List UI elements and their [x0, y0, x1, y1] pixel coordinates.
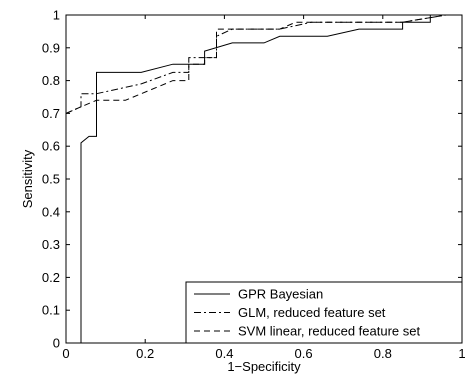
y-tick-label: 0 [53, 336, 60, 351]
legend-label: SVM linear, reduced feature set [238, 324, 420, 339]
legend: GPR Bayesian GLM, reduced feature set SVM … [185, 281, 463, 344]
legend-label: GLM, reduced feature set [238, 305, 386, 320]
y-tick-label: 0.2 [42, 270, 60, 285]
y-tick-label: 0.4 [42, 204, 60, 219]
series-layer [65, 14, 447, 343]
x-tick-label: 0 [62, 346, 69, 361]
y-tick-label: 0.3 [42, 237, 60, 252]
x-tick-label: 0.2 [136, 346, 154, 361]
y-tick-label: 0.8 [42, 73, 60, 88]
y-tick-label: 0.5 [42, 172, 60, 187]
x-tick-label: 0.4 [215, 346, 233, 361]
x-tick-label: 1 [458, 346, 465, 361]
y-tick-label: 0.9 [42, 40, 60, 55]
y-tick-label: 0.1 [42, 303, 60, 318]
x-tick-label: 0.8 [374, 346, 392, 361]
y-tick-label: 0.7 [42, 106, 60, 121]
legend-box [185, 281, 463, 344]
legend-label: GPR Bayesian [238, 287, 323, 302]
x-tick-label: 0.6 [295, 346, 313, 361]
y-axis-label: Sensitivity [20, 149, 35, 208]
x-axis-label: 1−Specificity [227, 359, 301, 374]
series-line-2 [65, 14, 447, 114]
series-line-0 [80, 14, 447, 343]
series-line-1 [65, 14, 447, 114]
y-tick-label: 0.6 [42, 139, 60, 154]
legend-items: GPR Bayesian GLM, reduced feature set SVM … [194, 287, 420, 339]
tick-labels: 0 0.2 0.4 0.6 0.8 1 0 0.1 0.2 0.3 0.4 0.5 0.6 0.7 0.8 0… [42, 8, 466, 362]
y-tick-label: 1 [53, 8, 60, 23]
